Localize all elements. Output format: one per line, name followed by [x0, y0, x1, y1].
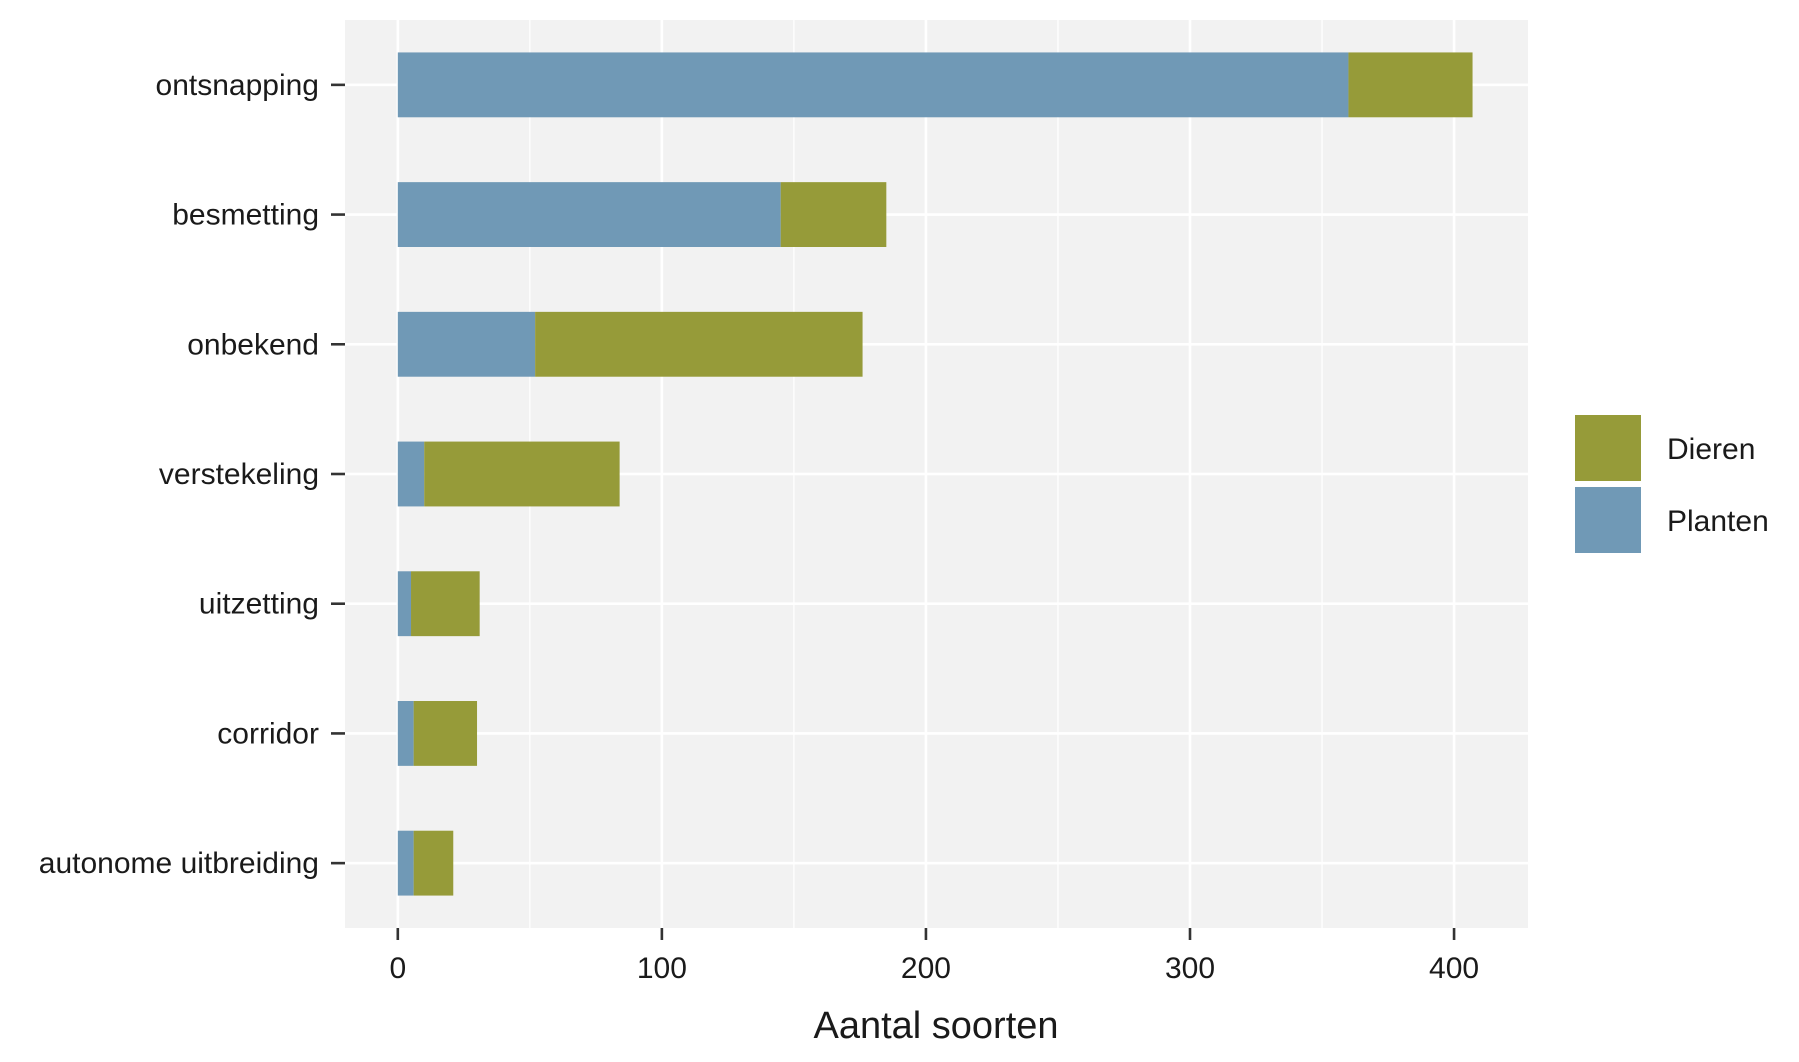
bar-planten-onbekend	[397, 311, 536, 377]
legend-key-dieren	[1575, 415, 1641, 481]
bar-planten-autonome-uitbreiding	[397, 830, 414, 896]
legend-label-planten: Planten	[1667, 505, 1769, 538]
legend-label-dieren: Dieren	[1667, 433, 1755, 466]
y-tick-label: besmetting	[172, 199, 319, 232]
bar-dieren-autonome-uitbreiding	[413, 830, 454, 896]
y-tick-label: onbekend	[187, 328, 319, 361]
bar-dieren-verstekeling	[424, 441, 620, 507]
bar-dieren-ontsnapping	[1348, 52, 1473, 118]
x-tick-label: 100	[637, 952, 687, 985]
bars	[397, 52, 1473, 896]
bar-dieren-corridor	[413, 701, 478, 766]
x-tick-label: 200	[901, 952, 951, 985]
bar-planten-corridor	[397, 701, 414, 766]
y-axis: ontsnapping besmetting onbekend verstekelin…	[39, 69, 345, 880]
bar-dieren-uitzetting	[411, 571, 480, 637]
bar-planten-ontsnapping	[397, 52, 1349, 118]
x-axis-title: Aantal soorten	[813, 1005, 1058, 1047]
bar-planten-verstekeling	[397, 441, 425, 507]
x-tick-label: 0	[389, 952, 406, 985]
bar-planten-besmetting	[397, 182, 781, 247]
x-tick-label: 400	[1429, 952, 1479, 985]
bar-dieren-besmetting	[780, 182, 887, 247]
bar-dieren-onbekend	[535, 311, 863, 377]
bar-planten-uitzetting	[397, 571, 412, 637]
x-axis: 0 100 200 300 400	[389, 928, 1479, 985]
legend-key-planten	[1575, 487, 1641, 553]
y-tick-label: verstekeling	[159, 458, 319, 491]
y-tick-label: corridor	[217, 717, 319, 750]
legend: Dieren Planten	[1575, 415, 1769, 553]
x-tick-label: 300	[1165, 952, 1215, 985]
y-tick-label: ontsnapping	[156, 69, 319, 102]
y-tick-label: uitzetting	[199, 588, 319, 621]
y-tick-label: autonome uitbreiding	[39, 847, 319, 880]
